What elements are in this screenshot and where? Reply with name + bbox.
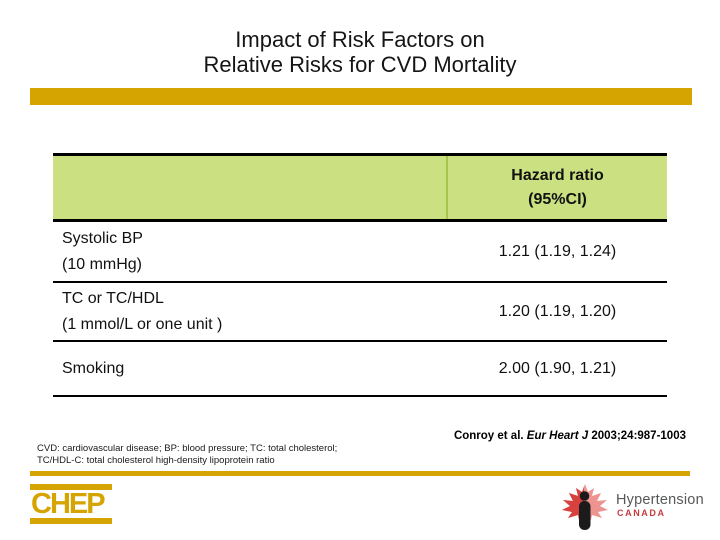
table-header-row: Hazard ratio (95%CI) xyxy=(53,156,667,222)
slide-title-line1: Impact of Risk Factors on xyxy=(235,27,485,52)
chep-logo-top-bar xyxy=(30,484,112,490)
hypertension-canada-logo: Hypertension CANADA xyxy=(560,484,710,534)
chep-logo: CHEP xyxy=(30,484,112,524)
table-header-empty-cell xyxy=(53,156,448,219)
row-label-line1: Systolic BP xyxy=(62,229,143,247)
row-label: TC or TC/HDL (1 mmol/L or one unit ) xyxy=(53,283,448,340)
abbreviations-footnote: CVD: cardiovascular disease; BP: blood p… xyxy=(37,443,337,467)
footnote-line2: TC/HDL-C: total cholesterol high-density… xyxy=(37,455,275,466)
title-underline-bar xyxy=(30,88,692,105)
citation-reference: 2003;24:987-1003 xyxy=(591,430,686,442)
table-header-line2: (95%CI) xyxy=(528,190,587,208)
maple-leaf-person-icon xyxy=(562,484,608,530)
citation-journal: Eur Heart J xyxy=(526,430,592,442)
hazard-ratio-value: 1.21 (1.19, 1.24) xyxy=(498,242,617,260)
table-row-tc-hdl: TC or TC/HDL (1 mmol/L or one unit ) 1.2… xyxy=(53,283,667,342)
hazard-ratio-table: Hazard ratio (95%CI) Systolic BP (10 mmH… xyxy=(53,153,667,397)
table-row-systolic-bp: Systolic BP (10 mmHg) 1.21 (1.19, 1.24) xyxy=(53,222,667,283)
citation-authors: Conroy et al. xyxy=(453,430,527,442)
row-label-line2: (10 mmHg) xyxy=(62,255,143,273)
row-label-line2: (1 mmol/L or one unit ) xyxy=(62,315,223,333)
hazard-ratio-value: 1.20 (1.19, 1.20) xyxy=(498,302,617,320)
row-value: 1.20 (1.19, 1.20) xyxy=(448,283,667,340)
chep-logo-text: CHEP xyxy=(31,488,106,520)
row-label: Systolic BP (10 mmHg) xyxy=(53,222,448,281)
table-row-smoking: Smoking 2.00 (1.90, 1.21) xyxy=(53,342,667,397)
slide-title-line2: Relative Risks for CVD Mortality xyxy=(203,52,517,77)
hazard-ratio-value: 2.00 (1.90, 1.21) xyxy=(498,359,617,377)
row-value: 1.21 (1.19, 1.24) xyxy=(448,222,667,281)
row-label: Smoking xyxy=(53,342,448,395)
row-value: 2.00 (1.90, 1.21) xyxy=(448,342,667,395)
chep-logo-bottom-bar xyxy=(30,518,112,524)
citation: Conroy et al. Eur Heart J 2003;24:987-10… xyxy=(454,430,686,442)
table-header-hazard-ratio: Hazard ratio (95%CI) xyxy=(448,156,667,219)
hypertension-canada-name: Hypertension xyxy=(616,492,704,508)
row-label-line1: Smoking xyxy=(62,359,125,377)
hypertension-canada-country: CANADA xyxy=(617,508,666,518)
row-label-line1: TC or TC/HDL xyxy=(62,289,164,307)
table-header-line1: Hazard ratio xyxy=(511,166,604,184)
footnote-line1: CVD: cardiovascular disease; BP: blood p… xyxy=(37,443,338,454)
footer-divider-bar xyxy=(30,471,690,476)
slide-title: Impact of Risk Factors on Relative Risks… xyxy=(0,27,720,77)
